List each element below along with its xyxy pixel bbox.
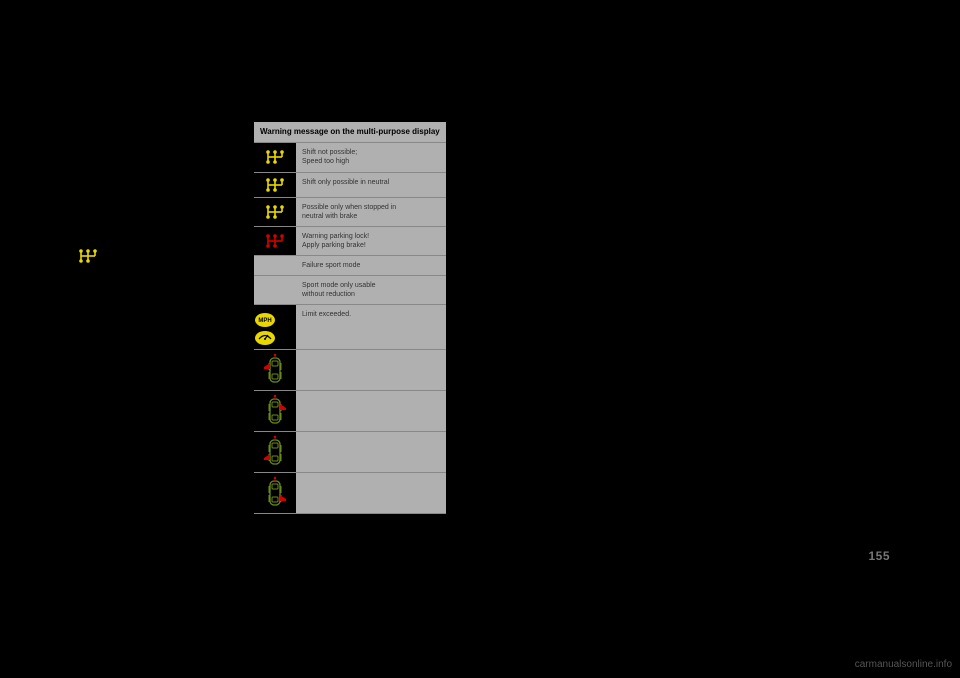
line2: without reduction xyxy=(302,291,355,298)
header-text: Warning message on the multi-purpose dis… xyxy=(260,127,440,136)
line1: Possible only when stopped in xyxy=(302,203,440,212)
table-row: Shift only possible in neutral xyxy=(254,173,446,198)
table-row: Failure sport mode xyxy=(254,256,446,276)
car-front-right-icon xyxy=(254,391,296,431)
car-front-left-icon xyxy=(254,350,296,390)
line2: Apply parking brake! xyxy=(302,241,440,250)
row-text: Shift only possible in neutral xyxy=(296,173,446,197)
table-row: Possible only when stopped in neutral wi… xyxy=(254,198,446,227)
warning-table: Warning message on the multi-purpose dis… xyxy=(254,122,446,514)
table-row: Shift not possible; Speed too high xyxy=(254,143,446,172)
table-row xyxy=(254,473,446,514)
watermark: carmanualsonline.info xyxy=(855,659,952,670)
line2: Speed too high xyxy=(302,157,440,166)
row-text xyxy=(296,350,446,390)
table-header: Warning message on the multi-purpose dis… xyxy=(254,122,446,143)
line2: neutral with brake xyxy=(302,212,440,221)
table-row: Warning parking lock! Apply parking brak… xyxy=(254,227,446,256)
transmission-red-icon xyxy=(254,227,296,255)
line1: Shift not possible; xyxy=(302,148,440,157)
car-rear-right-icon xyxy=(254,473,296,513)
row-text: Shift not possible; Speed too high xyxy=(296,143,446,171)
row-text xyxy=(296,432,446,472)
page-number: 155 xyxy=(868,549,890,563)
mph-speed-icon: MPH xyxy=(254,305,296,349)
row-text: Limit exceeded. xyxy=(296,305,446,349)
table-row xyxy=(254,432,446,473)
row-text xyxy=(296,473,446,513)
side-transmission-icon xyxy=(77,247,99,265)
transmission-yellow-icon xyxy=(254,198,296,226)
row-text: Possible only when stopped in neutral wi… xyxy=(296,198,446,226)
row-text: Warning parking lock! Apply parking brak… xyxy=(296,227,446,255)
table-row: MPH Limit exceeded. xyxy=(254,305,446,350)
svg-text:MPH: MPH xyxy=(258,318,271,324)
table-row xyxy=(254,350,446,391)
transmission-yellow-icon xyxy=(254,143,296,171)
line1: Failure sport mode xyxy=(302,262,360,269)
transmission-yellow-icon xyxy=(254,173,296,197)
line1: Warning parking lock! xyxy=(302,232,440,241)
line1: Sport mode only usable xyxy=(302,282,376,289)
car-rear-left-icon xyxy=(254,432,296,472)
table-row: Sport mode only usable without reduction xyxy=(254,276,446,305)
line1: Limit exceeded. xyxy=(302,310,440,319)
row-text xyxy=(296,391,446,431)
line1: Shift only possible in neutral xyxy=(302,178,440,187)
table-row xyxy=(254,391,446,432)
